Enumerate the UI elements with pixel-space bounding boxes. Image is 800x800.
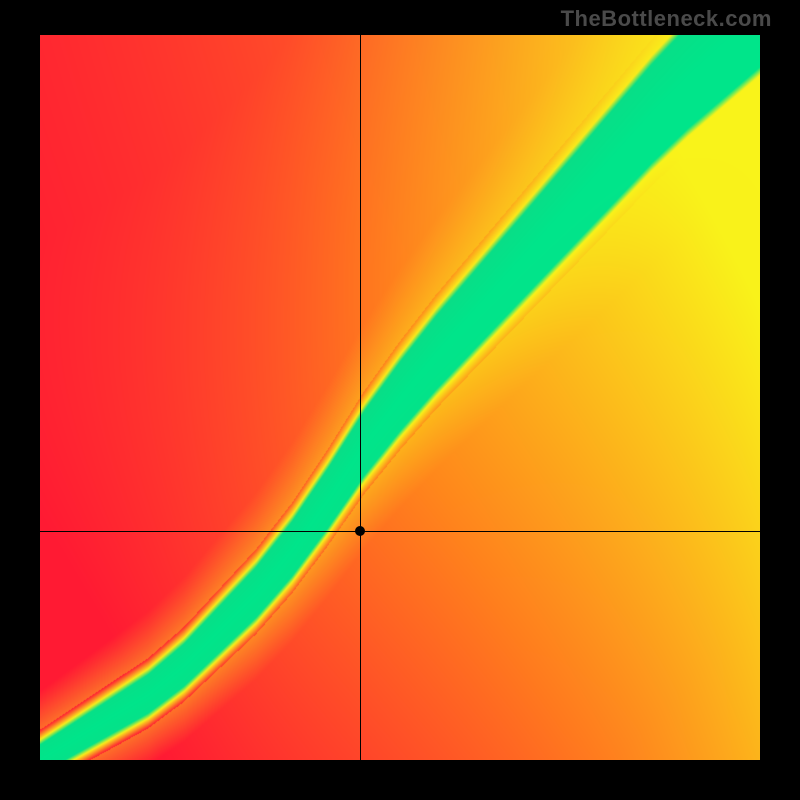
crosshair-horizontal — [40, 531, 760, 532]
heatmap-canvas — [40, 35, 760, 760]
watermark-text: TheBottleneck.com — [561, 6, 772, 32]
crosshair-vertical — [360, 35, 361, 760]
crosshair-marker — [355, 526, 365, 536]
chart-container: TheBottleneck.com — [0, 0, 800, 800]
heatmap-plot — [40, 35, 760, 760]
